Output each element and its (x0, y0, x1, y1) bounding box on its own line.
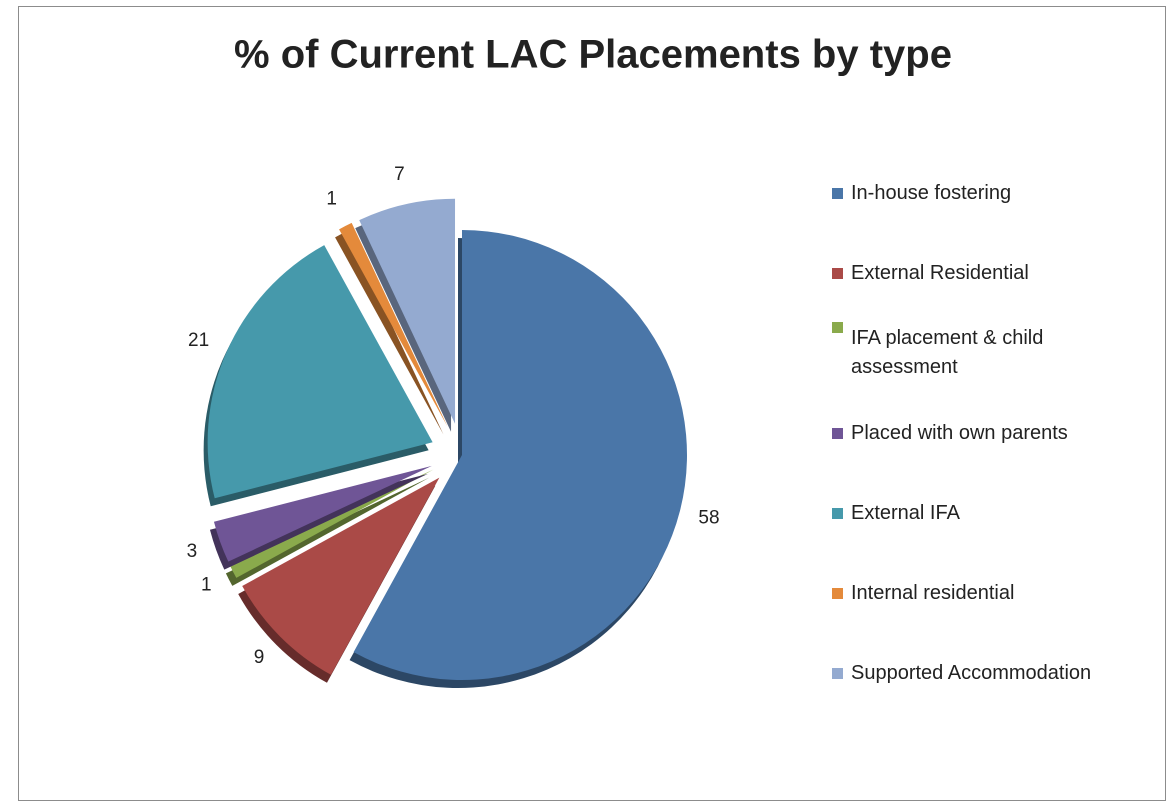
legend-swatch (832, 507, 843, 519)
data-label: 1 (326, 188, 337, 209)
legend-swatch (832, 322, 843, 333)
slice (229, 469, 434, 578)
slice-side (209, 473, 428, 570)
data-label: 3 (187, 541, 198, 562)
data-label: 1 (201, 574, 212, 595)
legend-label: IFA placement & child assessment (851, 327, 1044, 378)
slice (359, 198, 456, 424)
legend-label: External Residential (851, 261, 1029, 284)
slice (353, 230, 687, 680)
legend-swatch (832, 427, 843, 439)
legend-label: Supported Accommodation (851, 661, 1092, 684)
data-label: 9 (254, 647, 265, 668)
chart-title: % of Current LAC Placements by type (234, 33, 952, 77)
legend-entry: External IFA (832, 473, 1162, 553)
legend-label: Internal residential (851, 581, 1015, 604)
slice-side (335, 230, 444, 435)
legend-label: Placed with own parents (851, 421, 1068, 444)
legend-swatch (832, 667, 843, 679)
legend-entry: External Residential (832, 233, 1162, 313)
data-label: 58 (698, 507, 719, 528)
legend-swatch (832, 267, 843, 279)
legend-swatch (832, 587, 843, 599)
legend-label: In-house fostering (851, 181, 1012, 204)
slice (242, 477, 440, 675)
chart-frame (18, 6, 1166, 801)
legend-entry: Supported Accommodation (832, 633, 1162, 713)
legend-swatch (832, 187, 843, 199)
slice (213, 465, 432, 562)
legend-entry: Placed with own parents (832, 393, 1162, 473)
slice-side (225, 477, 430, 586)
legend-label: External IFA (851, 501, 960, 524)
slice (207, 245, 433, 499)
legend: In-house fostering External Residential IF… (832, 153, 1162, 713)
legend-entry: In-house fostering (832, 153, 1162, 233)
legend-entry: IFA placement & child assessment (832, 313, 1162, 393)
data-label: 21 (188, 330, 209, 351)
legend-entry: Internal residential (832, 553, 1162, 633)
data-label: 7 (394, 164, 405, 185)
slice (339, 222, 448, 427)
